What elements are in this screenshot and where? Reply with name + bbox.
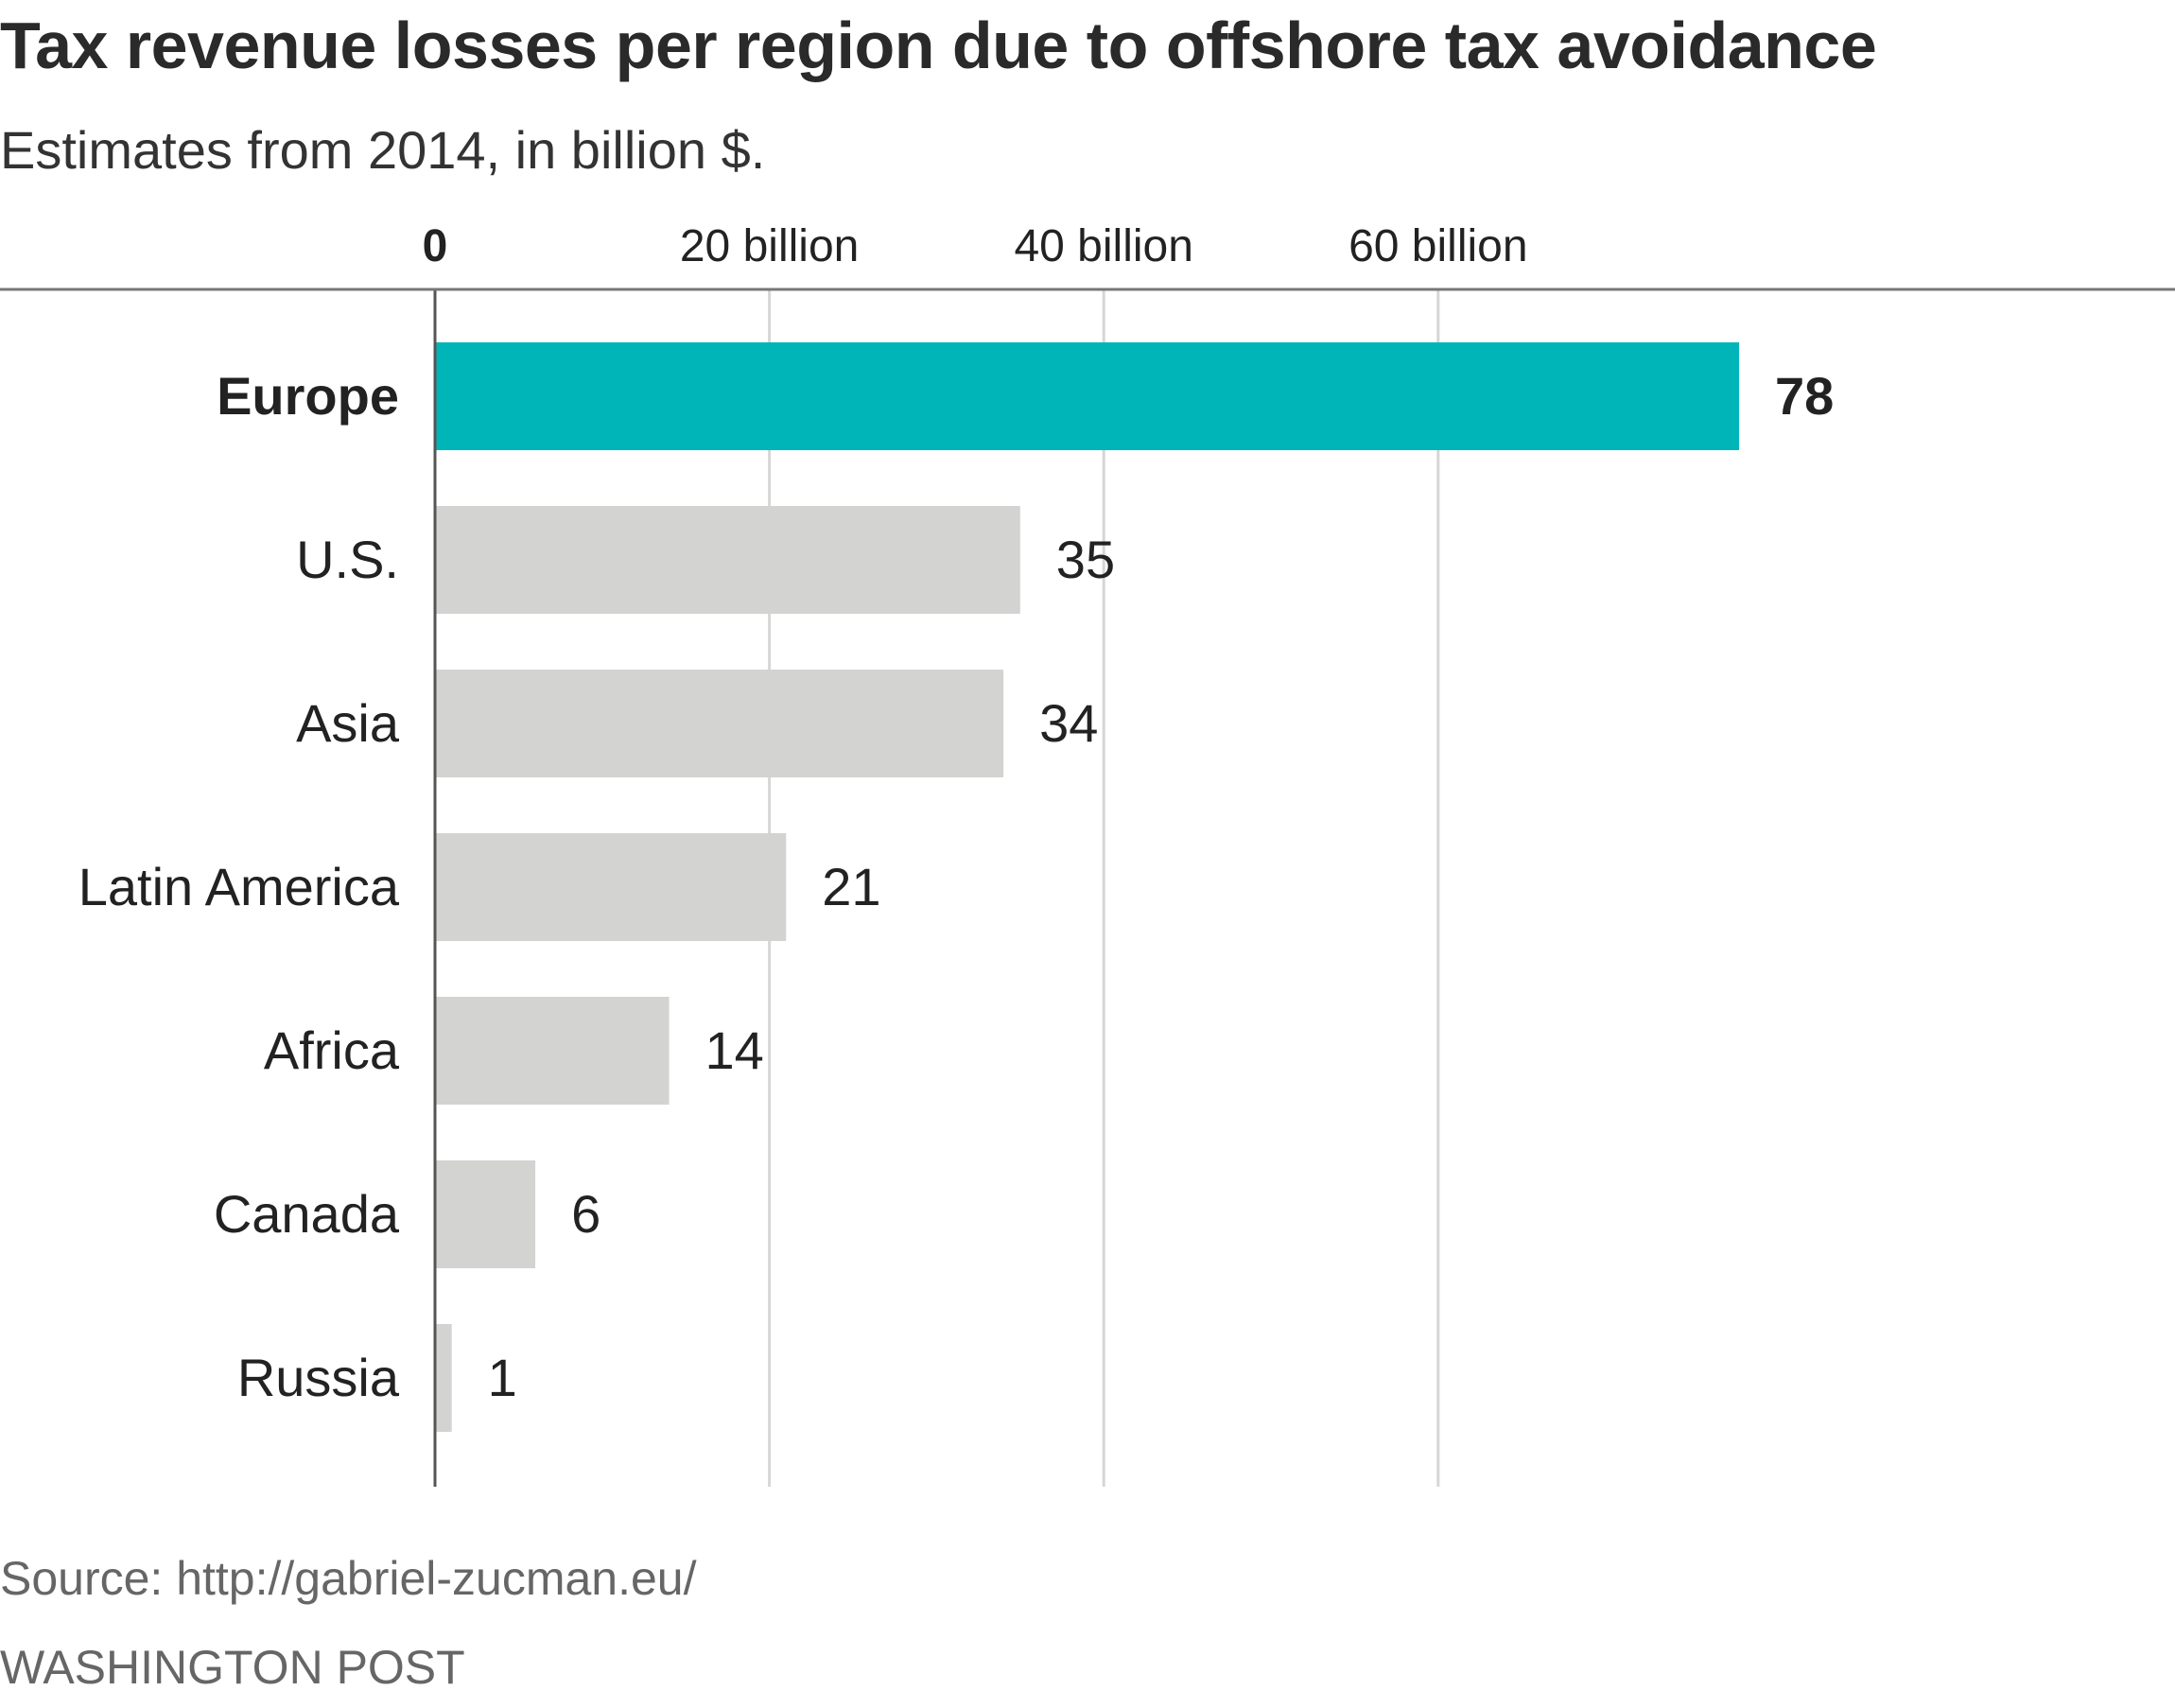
bar	[435, 1160, 536, 1268]
value-label: 21	[822, 857, 880, 916]
chart-subtitle: Estimates from 2014, in billion $.	[0, 120, 766, 180]
category-label: Asia	[296, 693, 400, 753]
category-label: U.S.	[296, 530, 399, 589]
value-label: 34	[1039, 693, 1098, 753]
bar	[435, 833, 787, 941]
value-label: 78	[1775, 366, 1834, 426]
tick-label: 0	[423, 221, 448, 271]
bar	[435, 997, 670, 1105]
source-note: Source: http://gabriel-zucman.eu/	[0, 1552, 697, 1605]
value-label: 35	[1056, 530, 1115, 589]
category-label: Europe	[217, 366, 399, 426]
category-labels: Europe U.S. Asia Latin America Africa Canada R…	[78, 366, 400, 1407]
publisher-credit: WASHINGTON POST	[0, 1641, 465, 1694]
tick-label: 40 billion	[1014, 221, 1192, 271]
category-label: Africa	[264, 1020, 400, 1080]
bar	[435, 1324, 452, 1432]
x-axis-ticks: 0 20 billion 40 billion 60 billion	[423, 221, 1528, 271]
value-label: 1	[488, 1348, 517, 1407]
category-label: Canada	[214, 1184, 400, 1244]
chart-title: Tax revenue losses per region due to off…	[0, 9, 1877, 82]
value-labels: 78 35 34 21 14 6 1	[488, 366, 1835, 1407]
value-label: 6	[571, 1184, 600, 1244]
tick-label: 60 billion	[1348, 221, 1527, 271]
bars	[435, 342, 1740, 1432]
value-label: 14	[705, 1020, 764, 1080]
bar	[435, 670, 1004, 777]
bar-chart: 0 20 billion 40 billion 60 billion Europe U.…	[0, 221, 2175, 1487]
category-label: Russia	[237, 1348, 400, 1407]
tick-label: 20 billion	[680, 221, 859, 271]
bar	[435, 342, 1740, 450]
category-label: Latin America	[78, 857, 400, 916]
bar	[435, 506, 1020, 614]
